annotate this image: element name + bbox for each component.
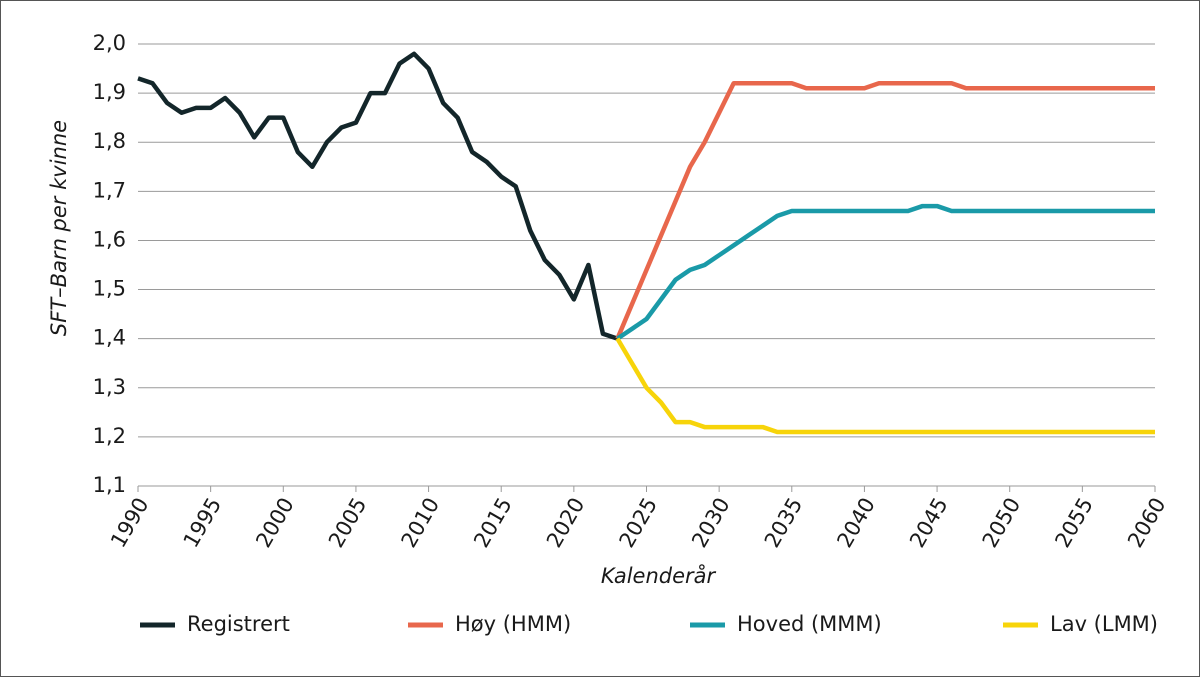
line-series — [615, 337, 1155, 435]
y-tick-label: 1,2 — [93, 424, 126, 448]
y-tick-label: 1,8 — [93, 129, 126, 153]
y-tick-label: 2,0 — [93, 31, 126, 55]
x-axis-title: Kalenderår — [601, 563, 717, 588]
y-tick-label: 1,9 — [93, 80, 126, 104]
y-tick-label: 1,1 — [93, 473, 126, 497]
line-series — [137, 51, 619, 341]
legend-label: Høy (HMM) — [455, 612, 571, 636]
line-series — [616, 203, 1155, 341]
legend-label: Hoved (MMM) — [737, 612, 882, 636]
y-tick-label: 1,3 — [93, 375, 126, 399]
legend-label: Lav (LMM) — [1050, 612, 1158, 636]
line-series — [615, 81, 1155, 340]
y-tick-label: 1,6 — [93, 227, 126, 251]
y-tick-label: 1,5 — [93, 277, 126, 301]
y-tick-label: 1,4 — [93, 326, 126, 350]
y-tick-label: 1,7 — [93, 178, 126, 202]
legend-label: Registrert — [187, 612, 290, 636]
y-axis-title: SFT–Barn per kvinne — [47, 120, 71, 336]
